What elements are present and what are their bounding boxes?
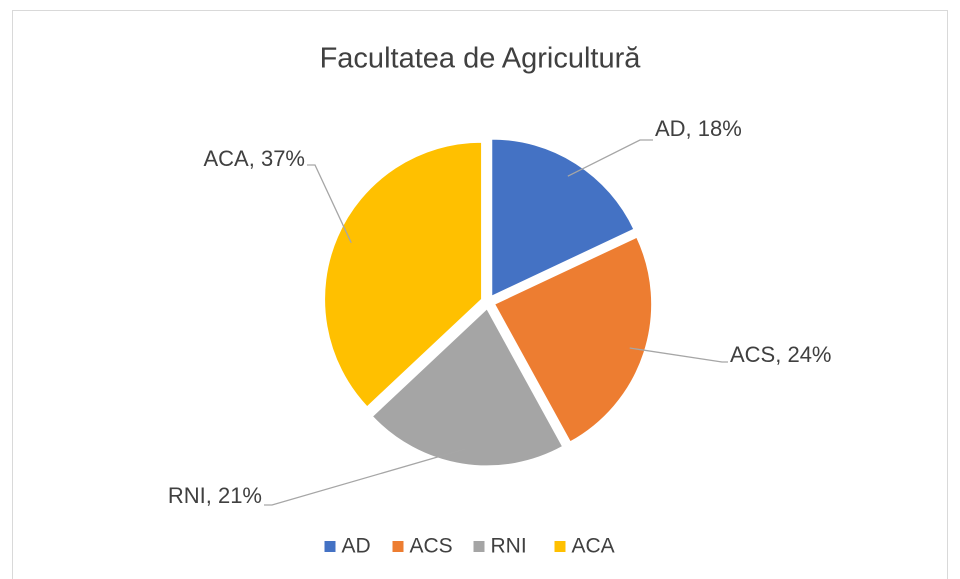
pie-slice	[324, 141, 483, 408]
leader-line	[567, 139, 653, 177]
legend-label: ACA	[572, 535, 615, 558]
data-label: ACS, 24%	[730, 342, 832, 367]
data-label: RNI, 21%	[168, 483, 262, 508]
legend-label: RNI	[491, 535, 527, 558]
pie-slice	[491, 138, 635, 297]
legend-swatch	[392, 541, 404, 552]
data-label: ACA, 37%	[204, 146, 306, 171]
legend-swatch	[324, 541, 336, 552]
leader-line	[307, 164, 352, 244]
legend-swatch	[473, 541, 485, 552]
pie-slice	[493, 236, 653, 443]
leader-line	[629, 347, 728, 363]
legend-swatch	[554, 541, 566, 552]
chart-title: Facultatea de Agricultură	[320, 43, 642, 75]
legend-label: ACS	[410, 535, 453, 558]
leader-line	[264, 448, 465, 506]
legend-label: AD	[342, 535, 371, 558]
data-label: AD, 18%	[655, 116, 742, 141]
pie-slice	[371, 308, 564, 467]
